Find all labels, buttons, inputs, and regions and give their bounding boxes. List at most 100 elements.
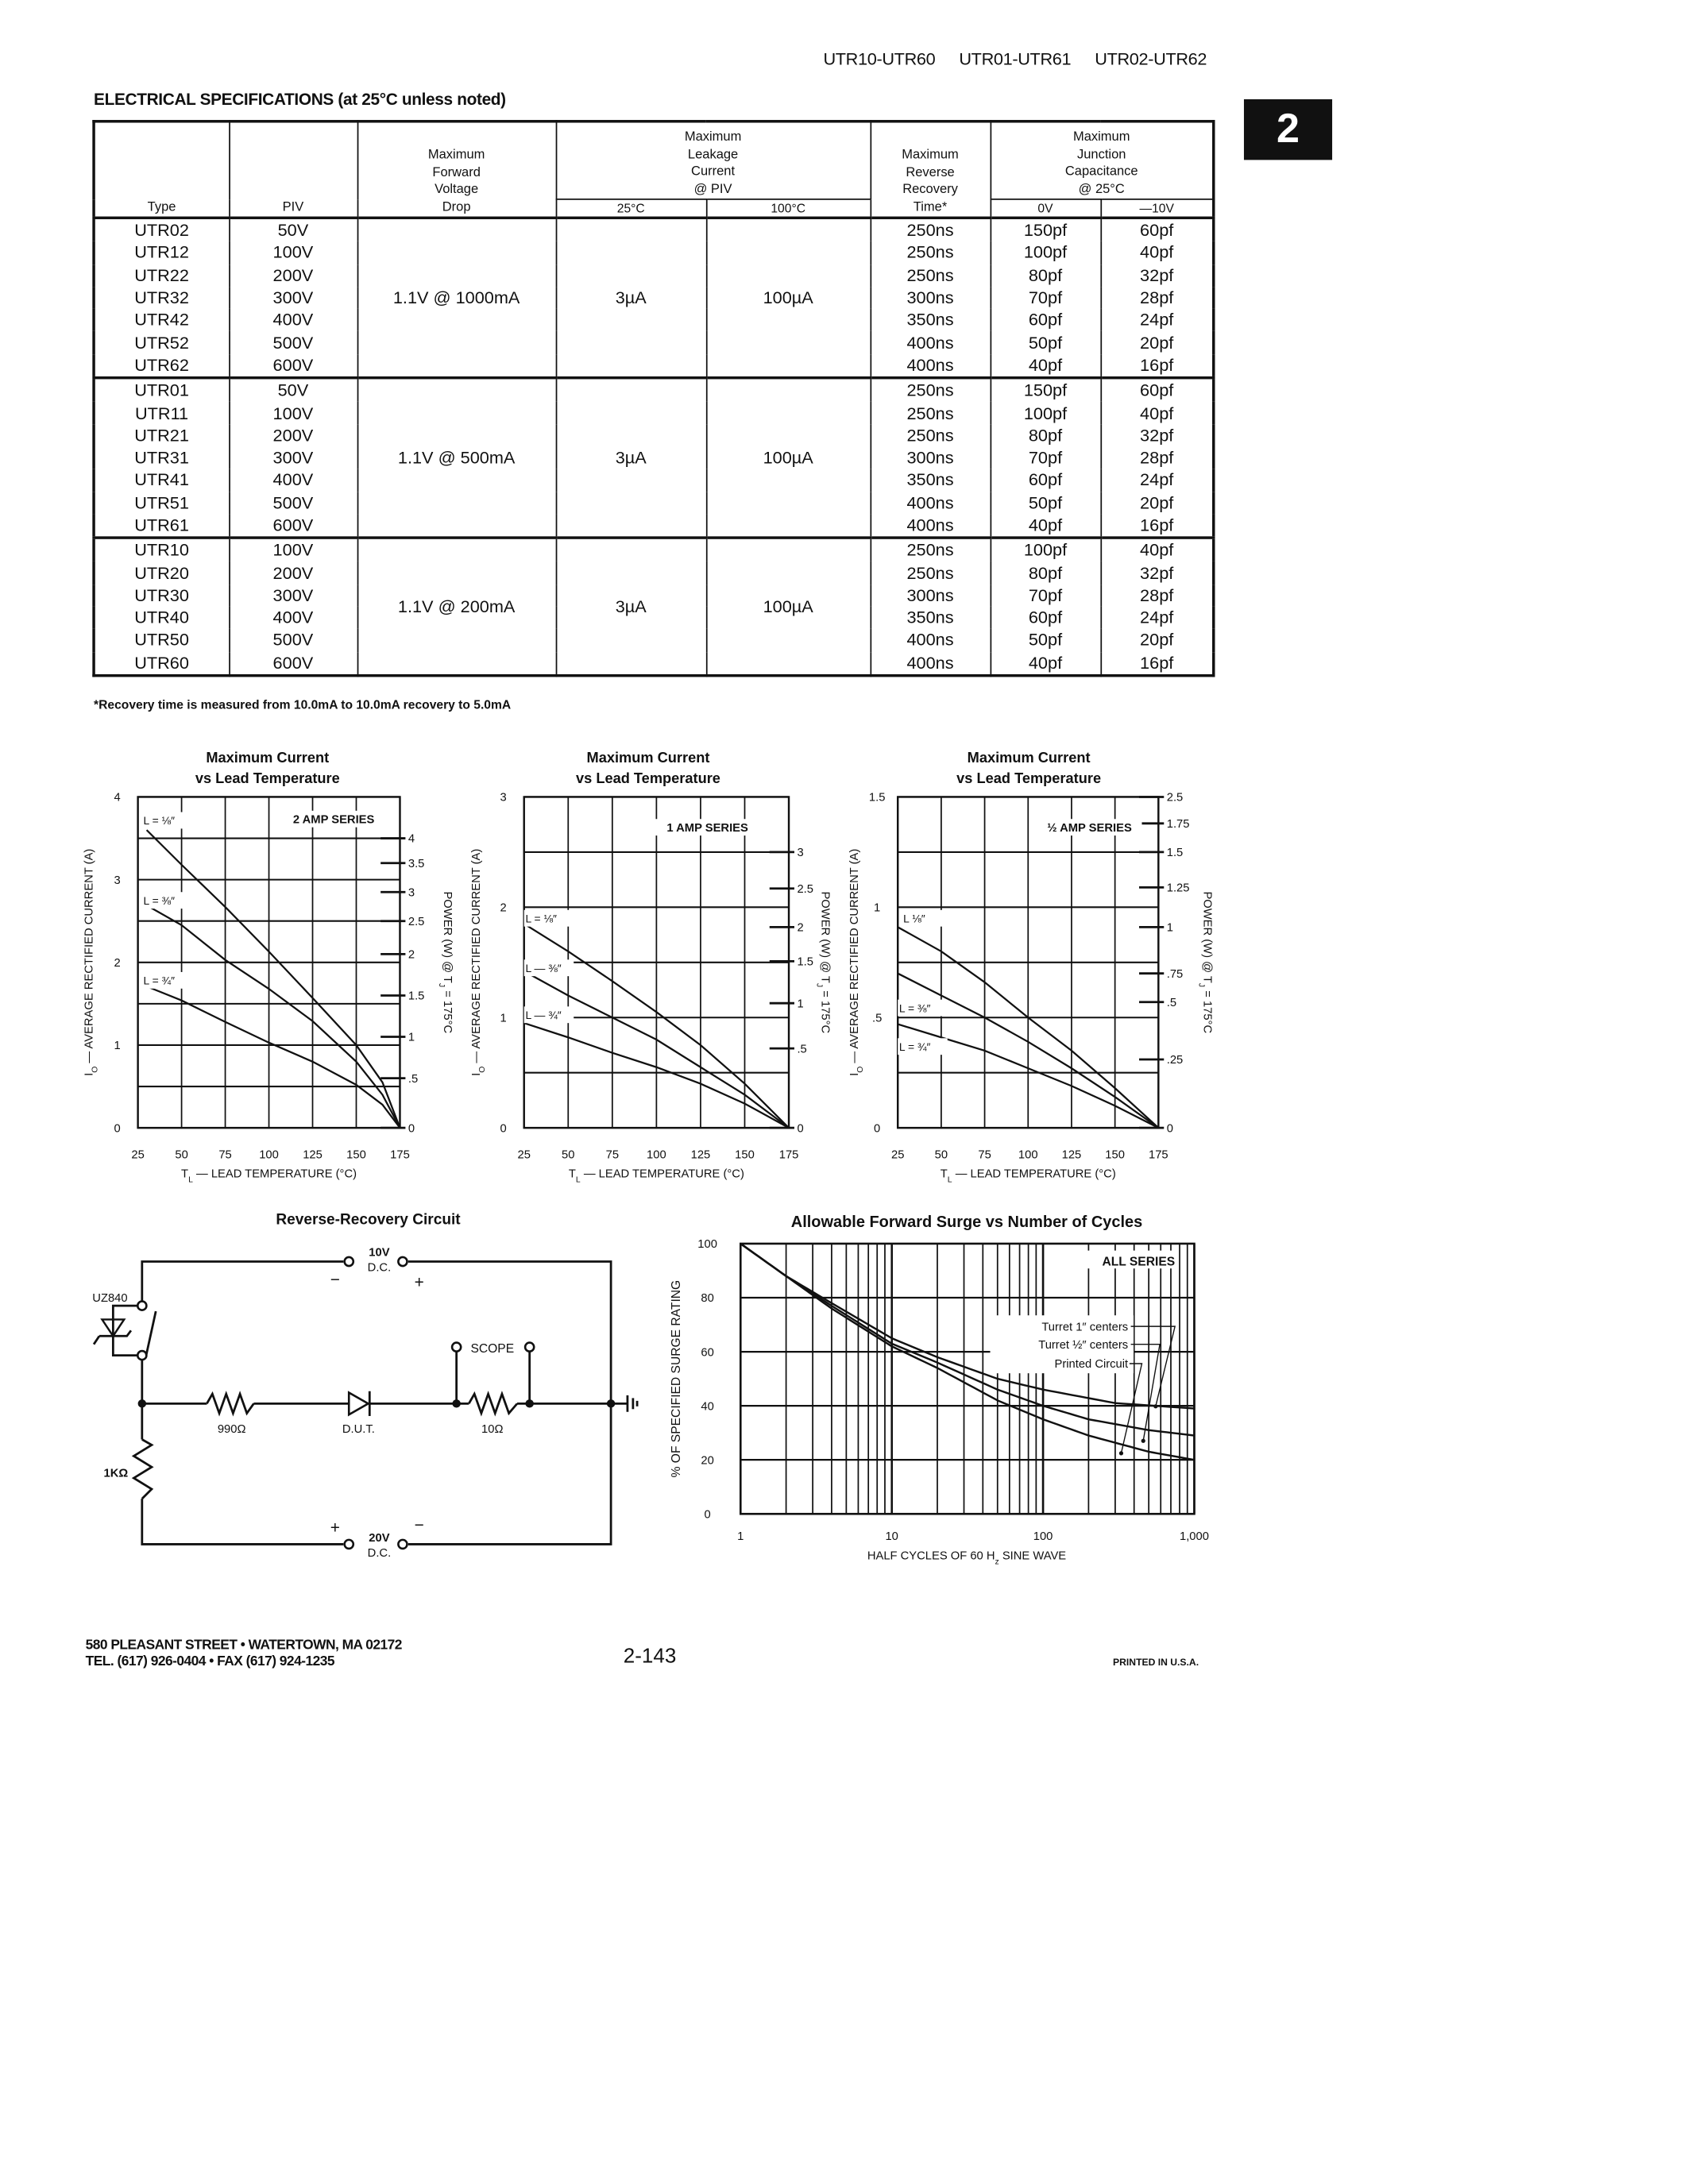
- col-leakage: Maximum Leakage Current @ PIV: [554, 121, 871, 199]
- cell-recovery-time: 250ns: [869, 216, 991, 242]
- x-tick-label: 25: [131, 1148, 144, 1161]
- x-tick-label: 175: [390, 1148, 410, 1161]
- x-tick-label: 150: [735, 1148, 755, 1161]
- label-part: POWER (W) @ T: [819, 891, 832, 982]
- power-tick-label: 2.5: [1167, 792, 1184, 805]
- x-tick-label: 25: [518, 1148, 531, 1161]
- cell-piv: 600V: [228, 651, 358, 676]
- x-tick-label: 75: [218, 1148, 231, 1161]
- label-part: L: [576, 1175, 581, 1184]
- cell-piv: 200V: [228, 561, 358, 585]
- resistor-10-label: 10Ω: [481, 1423, 503, 1436]
- y-tick-label: 2: [114, 957, 120, 970]
- power-tick-label: 1: [1167, 922, 1173, 935]
- leader-line: [1130, 1325, 1176, 1406]
- cell-recovery-time: 400ns: [869, 331, 991, 354]
- cell-cap-0v: 100pf: [989, 241, 1102, 264]
- table-row: UTR21 200V 250ns 80pf 32pf: [93, 424, 1215, 447]
- cell-leakage-25c: 3µA: [554, 536, 707, 676]
- series-label: L ⅛″: [903, 912, 925, 924]
- table-row: UTR40 400V 350ns 60pf 24pf: [93, 606, 1215, 630]
- label-part: POWER (W) @ T: [1201, 891, 1214, 982]
- printed-in: PRINTED IN U.S.A.: [1113, 1658, 1199, 1669]
- surge-chart: Allowable Forward Surge vs Number of Cyc…: [670, 1214, 1209, 1566]
- zener-wire: [111, 1304, 138, 1356]
- cell-cap-10v: 40pf: [1099, 241, 1215, 264]
- cell-cap-0v: 80pf: [989, 424, 1102, 447]
- label-bg: [523, 909, 574, 927]
- label-part: J: [1197, 983, 1206, 987]
- table-row: UTR01 50V 1.1V @ 500mA 3µA 100µA 250ns 150pf 60…: [93, 376, 1215, 538]
- x-tick-label: 100: [647, 1148, 666, 1161]
- cell-recovery-time: 250ns: [869, 561, 991, 585]
- series-annotation: 2 AMP SERIES: [293, 813, 375, 826]
- table-row: UTR30 300V 300ns 70pf 28pf: [93, 584, 1215, 607]
- chart-title: Maximum Current: [587, 750, 710, 766]
- cell-piv: 500V: [228, 492, 358, 515]
- footer-phone: TEL. (617) 926-0404 • FAX (617) 924-1235: [85, 1654, 335, 1670]
- x-tick-label: 50: [175, 1148, 187, 1161]
- series-range: UTR10-UTR60: [823, 49, 936, 69]
- chart-subtitle: vs Lead Temperature: [576, 770, 720, 786]
- series-label: L = ¾″: [899, 1040, 931, 1053]
- cell-piv: 300V: [228, 584, 358, 607]
- label-bg: [141, 892, 192, 909]
- cell-cap-0v: 60pf: [989, 309, 1102, 332]
- cell-forward-voltage: 1.1V @ 200mA: [356, 536, 557, 676]
- cell-cap-10v: 28pf: [1099, 584, 1215, 607]
- table-row: UTR42 400V 350ns 60pf 24pf: [93, 309, 1215, 332]
- table-row: UTR50 500V 400ns 50pf 20pf: [93, 629, 1215, 652]
- series-line: [740, 1242, 1195, 1437]
- cell-cap-10v: 60pf: [1099, 376, 1215, 402]
- spec-title: ELECTRICAL SPECIFICATIONS (at 25°C unles…: [94, 89, 506, 110]
- spec-table-body: UTR02 50V 1.1V @ 1000mA 3µA 100µA 250ns 150pf 6…: [93, 216, 1215, 676]
- cell-cap-0v: 60pf: [989, 606, 1102, 630]
- cell-cap-0v: 50pf: [989, 492, 1102, 515]
- table-row: UTR41 400V 350ns 60pf 24pf: [93, 469, 1215, 492]
- zener-bar: [98, 1329, 133, 1337]
- power-tick-label: 0: [408, 1122, 415, 1135]
- y-tick-label: 2: [500, 902, 507, 915]
- power-tick-label: 1.75: [1167, 818, 1190, 831]
- cell-cap-10v: 20pf: [1099, 629, 1215, 652]
- cell-cap-10v: 16pf: [1099, 651, 1215, 676]
- cell-piv: 300V: [228, 446, 358, 469]
- cell-cap-0v: 50pf: [989, 331, 1102, 354]
- y-tick-label: 1: [874, 902, 880, 915]
- switch-label: UZ840: [92, 1292, 127, 1305]
- series-label: L = ⅛″: [525, 912, 557, 924]
- cell-piv: 100V: [228, 401, 358, 425]
- series-line: [897, 926, 1160, 1129]
- power-tick-label: 1.5: [408, 990, 425, 1003]
- cell-cap-10v: 40pf: [1099, 536, 1215, 562]
- cell-type: UTR01: [93, 376, 230, 402]
- label-part: POWER (W) @ T: [441, 891, 454, 982]
- junction-dot: [137, 1399, 147, 1408]
- col-leak-25: 25°C: [554, 199, 707, 218]
- cell-leakage-25c: 3µA: [554, 216, 707, 378]
- cell-type: UTR42: [93, 309, 230, 332]
- plot-frame: [896, 796, 1160, 1129]
- current-chart: Maximum Current vs Lead Temperature 25 50 75…: [848, 750, 1214, 1184]
- power-tick-label: .75: [1167, 968, 1184, 981]
- y-tick-label: 0: [874, 1122, 880, 1135]
- label-part: — LEAD TEMPERATURE (°C): [193, 1168, 357, 1181]
- table-row: UTR12 100V 250ns 100pf 40pf: [93, 241, 1215, 264]
- table-row: UTR10 100V 1.1V @ 200mA 3µA 100µA 250ns 100pf 4…: [93, 536, 1215, 676]
- label-bg: [902, 909, 952, 927]
- label-part: I: [470, 1073, 483, 1076]
- power-tick-label: 3: [797, 847, 803, 859]
- scope-label: SCOPE: [470, 1342, 514, 1356]
- x-tick-label: 10: [885, 1530, 898, 1543]
- x-axis-title: HALF CYCLES OF 60 Hz SINE WAVE: [867, 1550, 1066, 1567]
- label-part: L: [948, 1175, 952, 1184]
- y-tick-label: 40: [701, 1400, 713, 1413]
- cell-cap-10v: 16pf: [1099, 353, 1215, 378]
- cell-type: UTR20: [93, 561, 230, 585]
- cell-cap-0v: 80pf: [989, 561, 1102, 585]
- series-label: L — ¾″: [525, 1009, 561, 1021]
- cell-cap-0v: 60pf: [989, 469, 1102, 492]
- power-tick-label: 2.5: [797, 883, 813, 896]
- resistor-1k-icon: [131, 1438, 154, 1500]
- y-tick-label: 80: [701, 1292, 713, 1305]
